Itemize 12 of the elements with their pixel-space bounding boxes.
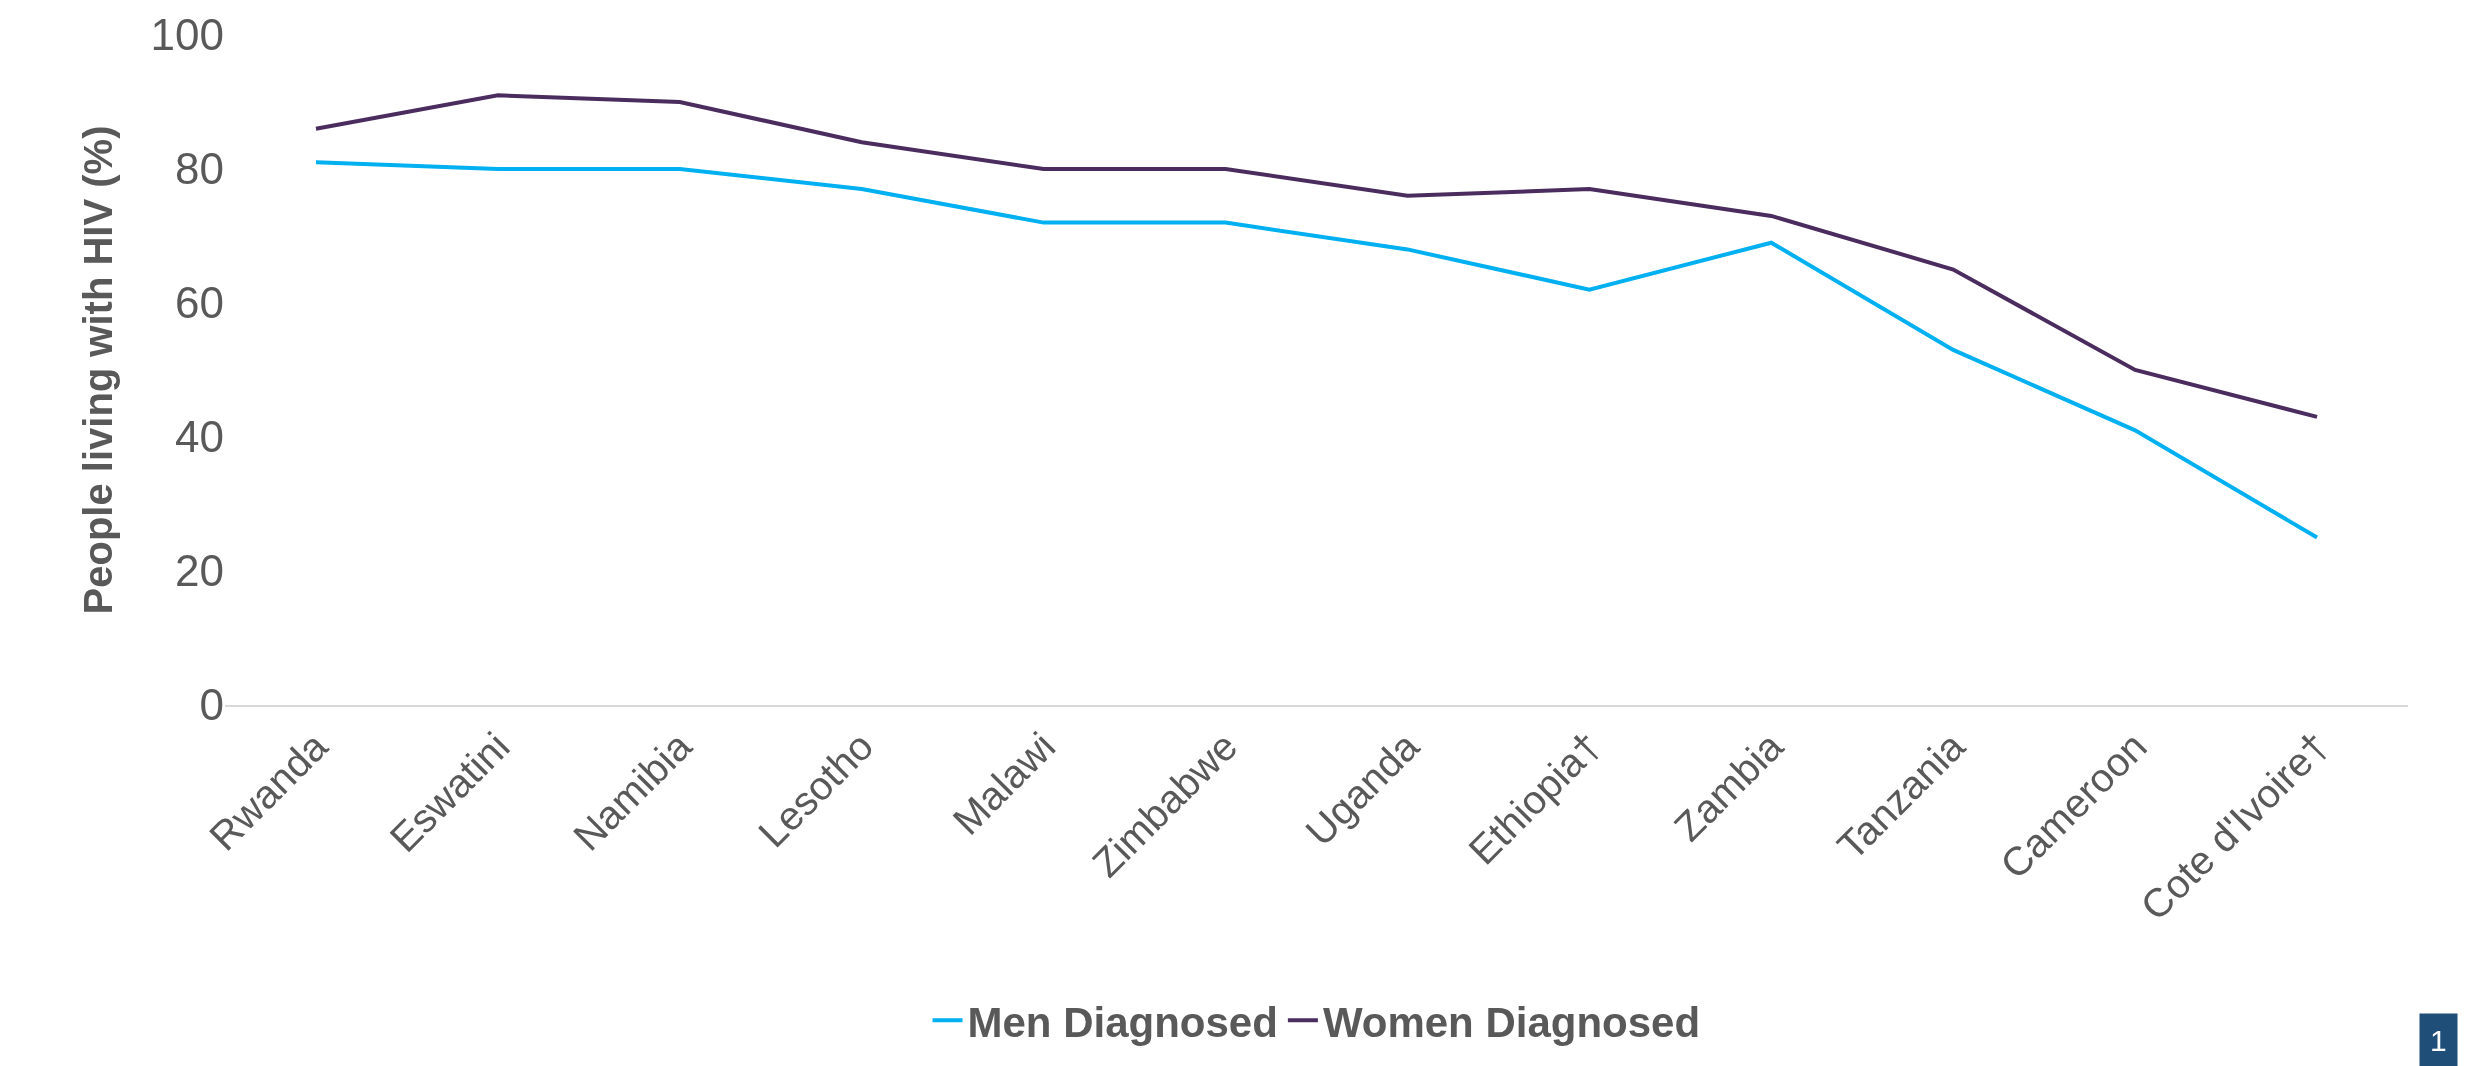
y-tick-label: 80	[175, 144, 224, 194]
y-tick-label: 0	[199, 680, 224, 730]
line-series	[313, 93, 2320, 419]
y-tick-label: 60	[175, 278, 224, 328]
y-tick-label: 100	[150, 10, 224, 60]
legend-label: Men Diagnosed	[967, 998, 1278, 1046]
legend-label: Women Diagnosed	[1322, 998, 1701, 1046]
y-tick-label: 20	[175, 546, 224, 596]
text: 1	[2430, 1024, 2447, 1057]
line-series	[313, 160, 2320, 540]
y-axis-title: People living with HIV (%)	[76, 125, 121, 615]
y-tick-label: 40	[175, 412, 224, 462]
